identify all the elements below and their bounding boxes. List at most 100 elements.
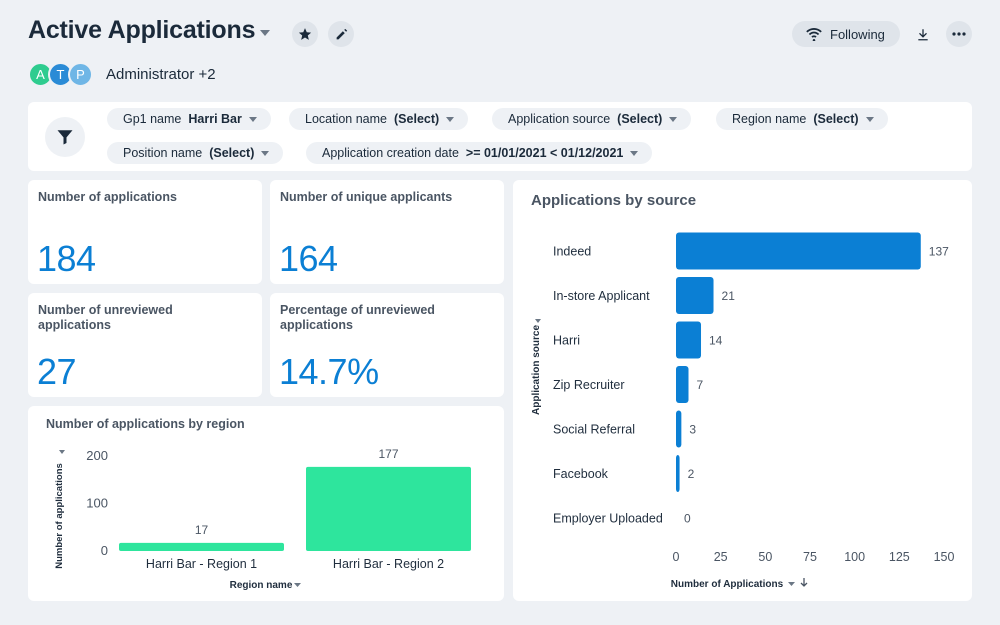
more-icon bbox=[952, 32, 966, 36]
kpi-label: Number of unique applicants bbox=[280, 190, 453, 204]
bar bbox=[676, 277, 714, 314]
filter-chip-value: Harri Bar bbox=[188, 112, 242, 126]
filter-chip-gp1[interactable]: Gp1 name Harri Bar bbox=[107, 108, 271, 130]
kpi-label: Number of unreviewed applications bbox=[38, 303, 173, 332]
filter-chip-value: (Select) bbox=[394, 112, 440, 126]
filter-chip-location[interactable]: Location name (Select) bbox=[289, 108, 469, 130]
chevron-down-icon bbox=[261, 150, 270, 156]
kpi-card-applications: Number of applications 184 bbox=[28, 180, 262, 284]
data-label: 2 bbox=[688, 467, 695, 481]
wifi-icon bbox=[806, 27, 822, 41]
users-label: Administrator +2 bbox=[106, 66, 216, 83]
following-button[interactable]: Following bbox=[792, 21, 900, 47]
data-label: 14 bbox=[709, 334, 723, 348]
filter-chip-source[interactable]: Application source (Select) bbox=[492, 108, 692, 130]
region-chart-card: Number of applications by region 0 100 200… bbox=[28, 406, 504, 601]
chevron-down-icon bbox=[59, 450, 65, 454]
x-tick-label: 125 bbox=[889, 550, 910, 564]
chevron-down-icon bbox=[535, 319, 541, 323]
data-label: 17 bbox=[195, 523, 209, 537]
y-tick-label: Zip Recruiter bbox=[553, 378, 625, 392]
filter-chip-name: Region name bbox=[732, 112, 807, 126]
filter-chip-value: (Select) bbox=[813, 112, 859, 126]
x-axis-label: Number of Applications bbox=[671, 579, 784, 590]
chevron-down-icon bbox=[248, 116, 257, 122]
avatar-group[interactable]: A T P bbox=[28, 62, 93, 87]
region-chart: 0 100 200 17 Harri Bar - Region 1 177 Harri Ba… bbox=[54, 447, 471, 591]
source-chart-title: Applications by source bbox=[531, 192, 697, 209]
y-tick-label: Facebook bbox=[553, 467, 609, 481]
bar bbox=[119, 542, 284, 551]
edit-button[interactable] bbox=[328, 21, 354, 47]
star-icon bbox=[298, 28, 312, 40]
bar bbox=[306, 466, 471, 551]
filter-chip-name: Application creation date bbox=[322, 146, 459, 160]
x-tick-label: Harri Bar - Region 1 bbox=[146, 557, 257, 571]
x-tick-label: 100 bbox=[844, 550, 865, 564]
kpi-value: 27 bbox=[37, 351, 77, 392]
chevron-down-icon bbox=[788, 582, 795, 586]
download-icon bbox=[918, 28, 928, 40]
bar bbox=[676, 366, 689, 403]
chevron-down-icon bbox=[294, 583, 301, 587]
pencil-icon bbox=[336, 28, 347, 39]
more-button[interactable] bbox=[946, 21, 972, 47]
data-label: 0 bbox=[684, 512, 691, 526]
bar bbox=[676, 410, 682, 448]
y-axis-label: Number of applications bbox=[54, 463, 65, 569]
data-label: 3 bbox=[689, 423, 696, 437]
filter-icon bbox=[57, 130, 73, 145]
x-tick-label: 150 bbox=[934, 550, 955, 564]
bar bbox=[676, 232, 921, 270]
page-title: Active Applications bbox=[28, 16, 256, 44]
kpi-label: Percentage of unreviewed applications bbox=[280, 303, 435, 332]
x-tick-label: 25 bbox=[714, 550, 728, 564]
filter-chip-region[interactable]: Region name (Select) bbox=[716, 108, 888, 130]
y-tick-label: 0 bbox=[101, 543, 108, 558]
kpi-card-percentage-unreviewed: Percentage of unreviewed applications 14… bbox=[270, 293, 504, 397]
filter-chip-position[interactable]: Position name (Select) bbox=[107, 142, 284, 164]
avatar: T bbox=[48, 62, 73, 87]
kpi-value: 14.7% bbox=[279, 351, 379, 392]
y-tick-label: Employer Uploaded bbox=[553, 512, 663, 526]
x-tick-label: 50 bbox=[758, 550, 772, 564]
star-button[interactable] bbox=[292, 21, 318, 47]
y-tick-label: Harri bbox=[553, 334, 580, 348]
sort-down-icon bbox=[800, 578, 808, 587]
filter-chip-name: Gp1 name bbox=[123, 112, 182, 126]
kpi-label: Number of applications bbox=[38, 190, 177, 204]
data-label: 137 bbox=[929, 245, 949, 259]
title-dropdown-icon[interactable] bbox=[260, 30, 270, 36]
y-tick-label: 100 bbox=[86, 496, 108, 511]
filter-button[interactable] bbox=[45, 117, 85, 157]
filter-chip-name: Application source bbox=[508, 112, 611, 126]
chevron-down-icon bbox=[630, 150, 639, 156]
chevron-down-icon bbox=[669, 116, 678, 122]
x-axis-label: Region name bbox=[230, 580, 293, 591]
kpi-card-unreviewed: Number of unreviewed applications 27 bbox=[28, 293, 262, 397]
x-tick-label: 0 bbox=[673, 550, 680, 564]
filter-chip-value: (Select) bbox=[617, 112, 663, 126]
kpi-value: 164 bbox=[279, 238, 338, 279]
kpi-value: 184 bbox=[37, 238, 96, 279]
chevron-down-icon bbox=[446, 116, 455, 122]
avatar: P bbox=[68, 62, 93, 87]
filter-chip-name: Location name bbox=[305, 112, 388, 126]
y-axis-label: Application source bbox=[531, 325, 542, 415]
filter-chip-value: >= 01/01/2021 < 01/12/2021 bbox=[465, 146, 624, 160]
x-tick-label: Harri Bar - Region 2 bbox=[333, 557, 444, 571]
bar bbox=[676, 321, 702, 359]
y-tick-label: Social Referral bbox=[553, 423, 635, 437]
x-tick-label: 75 bbox=[803, 550, 817, 564]
bar bbox=[676, 455, 680, 492]
source-chart: Indeed 137 In-store Applicant 21 Harri 14 Zip … bbox=[531, 232, 955, 590]
y-tick-label: Indeed bbox=[553, 245, 591, 259]
y-tick-label: In-store Applicant bbox=[553, 289, 650, 303]
source-chart-card: Applications by source Indeed 137 In-store… bbox=[513, 180, 972, 601]
kpi-card-unique-applicants: Number of unique applicants 164 bbox=[270, 180, 504, 284]
filter-chip-date[interactable]: Application creation date >= 01/01/2021 <… bbox=[306, 142, 653, 164]
chevron-down-icon bbox=[865, 116, 874, 122]
data-label: 7 bbox=[697, 378, 704, 392]
download-button[interactable] bbox=[910, 21, 936, 47]
filter-chip-value: (Select) bbox=[209, 146, 255, 160]
